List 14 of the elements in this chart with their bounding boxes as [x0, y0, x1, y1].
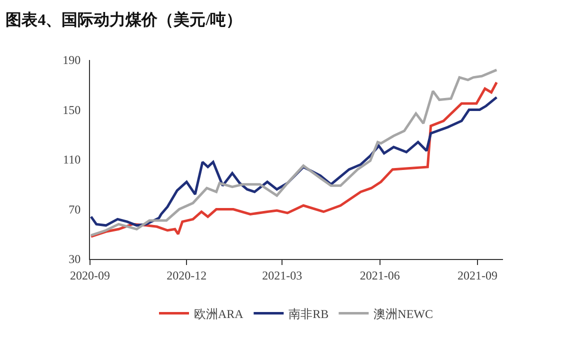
x-tick-label: 2020-12: [166, 268, 207, 282]
chart-title: 图表4、国际动力煤价（美元/吨）: [6, 10, 242, 29]
legend-label: 澳洲NEWC: [374, 306, 434, 321]
y-tick-label: 150: [62, 102, 81, 117]
y-tick-label: 190: [62, 53, 81, 68]
x-tick-label: 2021-06: [360, 268, 400, 282]
x-tick-label: 2021-09: [458, 268, 498, 282]
y-tick-label: 30: [68, 252, 81, 266]
y-tick-label: 110: [63, 152, 81, 167]
legend-label: 欧洲ARA: [194, 306, 244, 321]
x-tick-label: 2020-09: [70, 268, 110, 282]
x-tick-label: 2021-03: [262, 268, 302, 282]
y-tick-label: 70: [68, 202, 81, 216]
legend-label: 南非RB: [288, 306, 329, 321]
